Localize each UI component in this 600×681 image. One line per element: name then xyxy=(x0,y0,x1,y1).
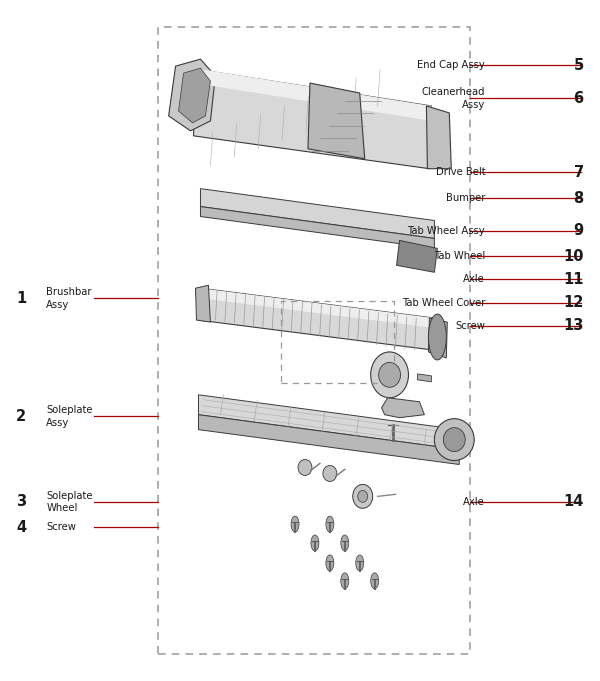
Text: Screw: Screw xyxy=(455,321,485,330)
Ellipse shape xyxy=(358,490,368,503)
Text: Screw: Screw xyxy=(46,522,76,532)
Text: 11: 11 xyxy=(563,272,584,287)
Ellipse shape xyxy=(291,516,299,532)
Ellipse shape xyxy=(371,573,379,589)
Ellipse shape xyxy=(353,484,373,508)
Text: Tab Wheel Assy: Tab Wheel Assy xyxy=(407,225,485,236)
Text: 12: 12 xyxy=(563,295,584,310)
Text: 1: 1 xyxy=(16,291,26,306)
Text: 10: 10 xyxy=(563,249,584,264)
Polygon shape xyxy=(169,59,215,131)
Ellipse shape xyxy=(326,516,334,532)
Text: Cleanerhead
Assy: Cleanerhead Assy xyxy=(422,87,485,110)
Text: Soleplate
Wheel: Soleplate Wheel xyxy=(46,491,92,513)
Ellipse shape xyxy=(298,460,312,475)
Text: 13: 13 xyxy=(563,318,584,333)
Polygon shape xyxy=(427,106,451,169)
Ellipse shape xyxy=(434,419,474,460)
Polygon shape xyxy=(193,69,431,169)
Text: Soleplate
Assy: Soleplate Assy xyxy=(46,405,92,428)
Polygon shape xyxy=(199,415,459,464)
Polygon shape xyxy=(428,318,448,358)
Polygon shape xyxy=(397,240,437,272)
Ellipse shape xyxy=(323,466,337,481)
Text: End Cap Assy: End Cap Assy xyxy=(418,60,485,70)
Text: 4: 4 xyxy=(16,520,26,535)
Polygon shape xyxy=(418,374,431,382)
Ellipse shape xyxy=(311,535,319,551)
Text: 5: 5 xyxy=(574,58,584,73)
Text: Brushbar
Assy: Brushbar Assy xyxy=(46,287,92,310)
Bar xyxy=(281,301,394,383)
Polygon shape xyxy=(308,83,365,159)
Polygon shape xyxy=(196,285,211,322)
Ellipse shape xyxy=(341,573,349,589)
Text: Axle: Axle xyxy=(463,274,485,285)
Text: 8: 8 xyxy=(574,191,584,206)
Polygon shape xyxy=(200,69,431,121)
Ellipse shape xyxy=(326,555,334,571)
Polygon shape xyxy=(200,288,434,328)
Text: 14: 14 xyxy=(563,494,584,509)
Polygon shape xyxy=(200,206,434,249)
Polygon shape xyxy=(200,189,434,238)
Text: Axle: Axle xyxy=(463,497,485,507)
Polygon shape xyxy=(179,68,211,123)
Text: Tab Wheel Cover: Tab Wheel Cover xyxy=(402,298,485,308)
Ellipse shape xyxy=(356,555,364,571)
Ellipse shape xyxy=(443,428,465,452)
Ellipse shape xyxy=(341,535,349,551)
Text: 7: 7 xyxy=(574,165,584,180)
Ellipse shape xyxy=(428,314,446,360)
Text: 9: 9 xyxy=(574,223,584,238)
Text: 6: 6 xyxy=(574,91,584,106)
Text: 2: 2 xyxy=(16,409,26,424)
Polygon shape xyxy=(382,398,424,417)
Text: 3: 3 xyxy=(16,494,26,509)
Text: Drive Belt: Drive Belt xyxy=(436,168,485,177)
Ellipse shape xyxy=(379,362,401,387)
Text: Bumper: Bumper xyxy=(446,193,485,203)
Text: Tab Wheel: Tab Wheel xyxy=(434,251,485,262)
Polygon shape xyxy=(199,395,459,449)
Ellipse shape xyxy=(371,352,409,398)
Bar xyxy=(158,27,470,654)
Polygon shape xyxy=(199,288,434,350)
